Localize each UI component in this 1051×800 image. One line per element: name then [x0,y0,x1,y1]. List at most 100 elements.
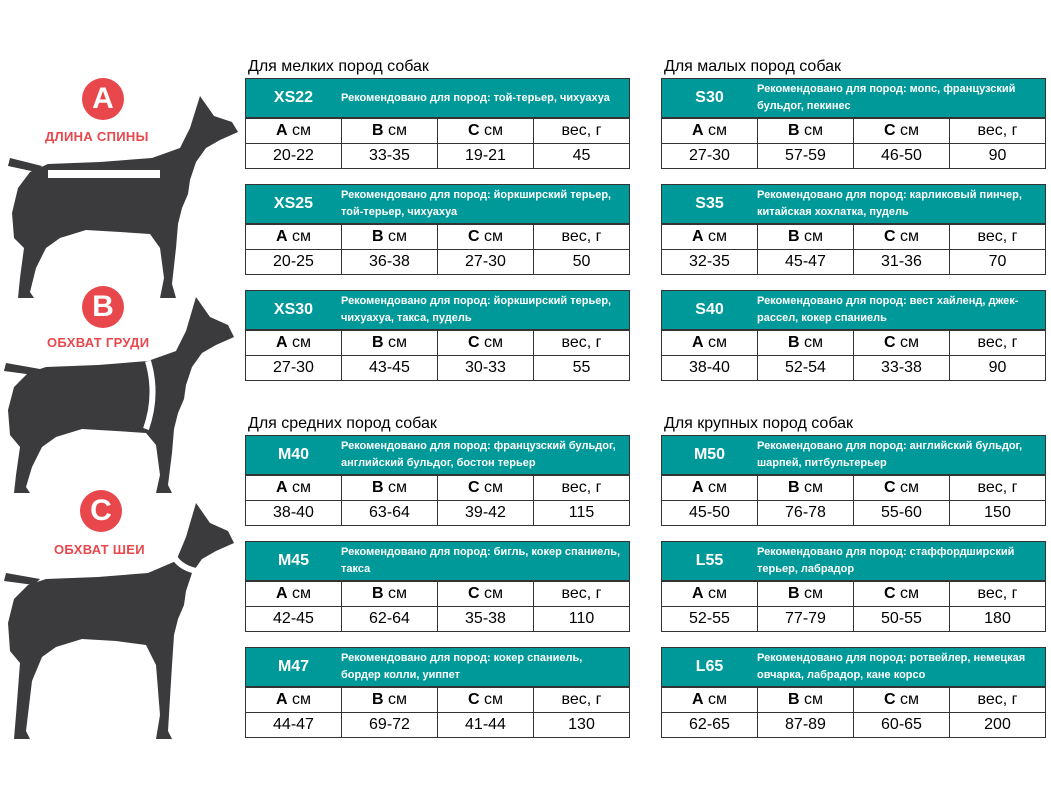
value-c: 31-36 [853,249,950,275]
value-b: 45-47 [757,249,854,275]
col-c-unit: см [895,479,919,496]
col-b-header: В см [757,224,854,250]
value-a: 52-55 [661,606,758,632]
col-c-letter: С [883,691,896,708]
col-c-header: С см [437,118,534,144]
value-c: 41-44 [437,712,534,738]
size-code: M45 [277,552,310,569]
value-b: 77-79 [757,606,854,632]
value-weight: 90 [949,143,1046,169]
col-c-unit: см [895,691,919,708]
value-c: 35-38 [437,606,534,632]
size-code: M40 [277,446,310,463]
size-card: XS22 Рекомендовано для пород: той-терьер,… [245,78,630,169]
col-b-letter: В [787,228,800,245]
col-b-letter: В [371,122,384,139]
value-b: 76-78 [757,500,854,526]
table-row: 32-35 45-47 31-36 70 [661,249,1046,275]
table-header-row: А см В см С см вес, г [661,475,1046,501]
size-card: M45 Рекомендовано для пород: бигль, кокер… [245,541,630,632]
breed-recommendation: Рекомендовано для пород: вест хайленд, д… [757,295,1019,324]
value-weight: 200 [949,712,1046,738]
size-card-header: M47 Рекомендовано для пород: кокер спание… [245,647,630,687]
col-c-header: С см [853,475,950,501]
value-c: 60-65 [853,712,950,738]
col-b-letter: В [787,691,800,708]
value-b: 43-45 [341,355,438,381]
col-b-header: В см [757,330,854,356]
col-c-header: С см [853,224,950,250]
table-row: 38-40 52-54 33-38 90 [661,355,1046,381]
col-b-letter: В [787,334,800,351]
table-row: 44-47 69-72 41-44 130 [245,712,630,738]
size-card: XS30 Рекомендовано для пород: йоркширский… [245,290,630,381]
col-a-unit: см [703,585,727,602]
table-row: 27-30 43-45 30-33 55 [245,355,630,381]
col-b-header: В см [341,330,438,356]
col-a-unit: см [287,228,311,245]
col-c-unit: см [479,122,503,139]
col-a-header: А см [661,224,758,250]
size-card: S40 Рекомендовано для пород: вест хайленд… [661,290,1046,381]
value-a: 42-45 [245,606,342,632]
table-header-row: А см В см С см вес, г [245,475,630,501]
value-weight: 180 [949,606,1046,632]
size-table: А см В см С см вес, г 20-22 33-35 19-21 45 [245,118,630,169]
breed-recommendation: Рекомендовано для пород: французский бул… [341,440,616,469]
value-weight: 50 [533,249,630,275]
col-a-letter: А [691,479,704,496]
col-a-letter: А [691,228,704,245]
breed-recommendation: Рекомендовано для пород: английский буль… [757,440,1023,469]
section-title-medium: Для средних пород собак [248,415,437,432]
size-card-header: L55 Рекомендовано для пород: стаффордширс… [661,541,1046,581]
col-b-unit: см [799,334,823,351]
col-c-letter: С [467,585,480,602]
col-weight-header: вес, г [949,687,1046,713]
col-a-letter: А [275,479,288,496]
value-b: 69-72 [341,712,438,738]
col-b-letter: В [787,479,800,496]
col-c-header: С см [437,687,534,713]
breed-recommendation: Рекомендовано для пород: йоркширский тер… [341,189,612,218]
value-c: 50-55 [853,606,950,632]
col-weight-header: вес, г [533,687,630,713]
col-b-header: В см [757,581,854,607]
table-row: 27-30 57-59 46-50 90 [661,143,1046,169]
col-a-header: А см [245,581,342,607]
badge-a: A [82,78,124,120]
col-weight-header: вес, г [949,330,1046,356]
col-c-letter: С [883,334,896,351]
col-c-letter: С [467,122,480,139]
size-code: M50 [693,446,726,463]
col-b-unit: см [383,585,407,602]
col-c-letter: С [467,479,480,496]
col-a-unit: см [287,585,311,602]
col-a-unit: см [703,691,727,708]
col-c-header: С см [853,687,950,713]
col-a-header: А см [661,475,758,501]
value-c: 27-30 [437,249,534,275]
col-b-header: В см [341,581,438,607]
col-c-letter: С [467,228,480,245]
value-a: 38-40 [245,500,342,526]
col-a-letter: А [691,334,704,351]
dog-neck-girth-illustration [4,503,234,739]
size-card-header: XS30 Рекомендовано для пород: йоркширский… [245,290,630,330]
col-c-unit: см [895,334,919,351]
col-a-unit: см [703,228,727,245]
col-b-unit: см [383,334,407,351]
col-b-unit: см [799,479,823,496]
size-card: L55 Рекомендовано для пород: стаффордширс… [661,541,1046,632]
col-weight-header: вес, г [533,330,630,356]
size-card-header: S35 Рекомендовано для пород: карликовый п… [661,184,1046,224]
size-card-header: L65 Рекомендовано для пород: ротвейлер, н… [661,647,1046,687]
size-card: M40 Рекомендовано для пород: французский … [245,435,630,526]
size-code: M47 [277,658,310,675]
table-header-row: А см В см С см вес, г [661,581,1046,607]
col-b-header: В см [341,687,438,713]
col-b-unit: см [799,585,823,602]
table-header-row: А см В см С см вес, г [245,224,630,250]
table-header-row: А см В см С см вес, г [245,581,630,607]
col-b-unit: см [383,122,407,139]
value-weight: 55 [533,355,630,381]
